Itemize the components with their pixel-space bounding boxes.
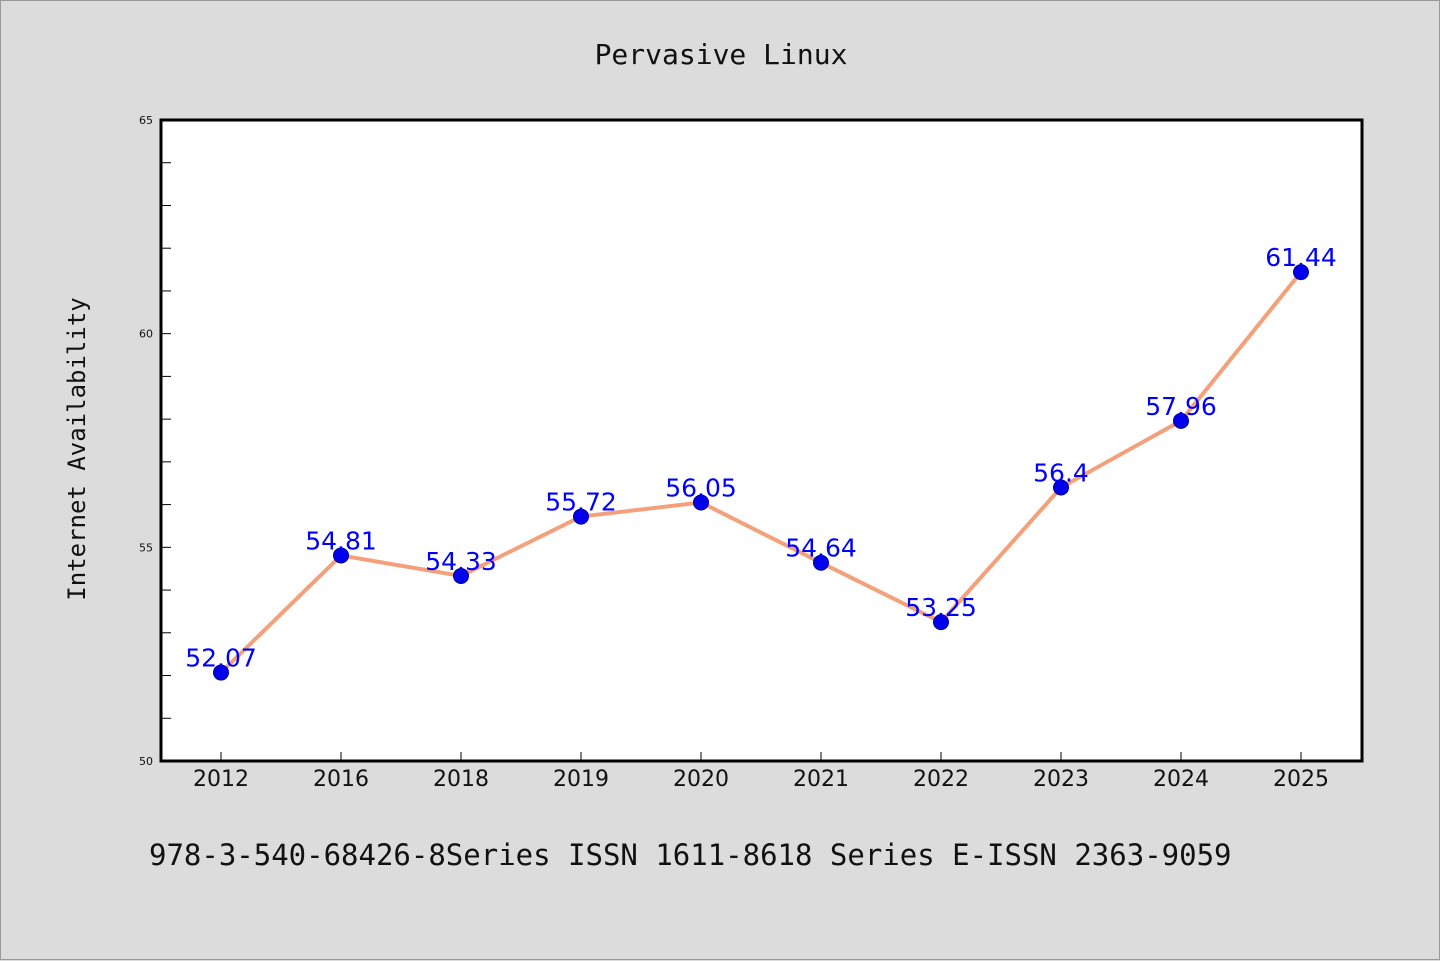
y-tick-label: 55 — [139, 541, 153, 554]
x-tick-label: 2022 — [913, 767, 969, 792]
x-tick-label: 2012 — [193, 767, 249, 792]
data-label: 61.44 — [1265, 243, 1337, 272]
data-label: 55.72 — [545, 488, 617, 517]
data-label: 56.4 — [1033, 459, 1089, 488]
data-label: 53.25 — [905, 593, 977, 622]
y-axis-label: Internet Availability — [63, 297, 91, 600]
data-point — [453, 567, 469, 584]
data-label: 57.96 — [1145, 392, 1217, 421]
x-tick-label: 2023 — [1033, 767, 1089, 792]
series-line — [219, 270, 1303, 675]
data-point — [933, 614, 949, 631]
series — [213, 264, 1309, 681]
y-tick-label: 50 — [139, 755, 153, 768]
data-point — [813, 554, 829, 571]
data-point — [213, 664, 229, 681]
data-label: 54.81 — [305, 526, 377, 555]
x-tick-label: 2019 — [553, 767, 609, 792]
data-label: 52.07 — [185, 644, 257, 673]
data-labels: 52.07 54.81 54.33 55.72 56.05 54.64 53.25 56.4 5… — [185, 243, 1337, 672]
data-point — [333, 547, 349, 564]
chart-title: Pervasive Linux — [595, 38, 848, 71]
x-tick-label: 2016 — [313, 767, 369, 792]
data-point — [1053, 479, 1069, 496]
data-point — [1293, 264, 1309, 281]
x-tick-label: 2020 — [673, 767, 729, 792]
data-label: 54.64 — [785, 534, 857, 563]
data-point — [573, 508, 589, 525]
x-tick-label: 2024 — [1153, 767, 1209, 792]
footer-text: 978-3-540-68426-8Series ISSN 1611-8618 S… — [149, 838, 1232, 872]
data-point — [1173, 412, 1189, 429]
x-tick-label: 2025 — [1273, 767, 1329, 792]
y-axis-ticks: 50 55 60 65 — [139, 114, 171, 768]
plot-area — [159, 118, 1364, 763]
y-tick-label: 60 — [139, 328, 153, 341]
x-tick-label: 2021 — [793, 767, 849, 792]
y-tick-label: 65 — [139, 114, 153, 127]
x-tick-label: 2018 — [433, 767, 489, 792]
data-label: 56.05 — [665, 473, 737, 502]
x-axis-ticks: 2012 2016 2018 2019 2020 2021 2022 2023 2024 2025 — [193, 752, 1329, 792]
data-point — [693, 494, 709, 511]
data-label: 54.33 — [425, 547, 497, 576]
